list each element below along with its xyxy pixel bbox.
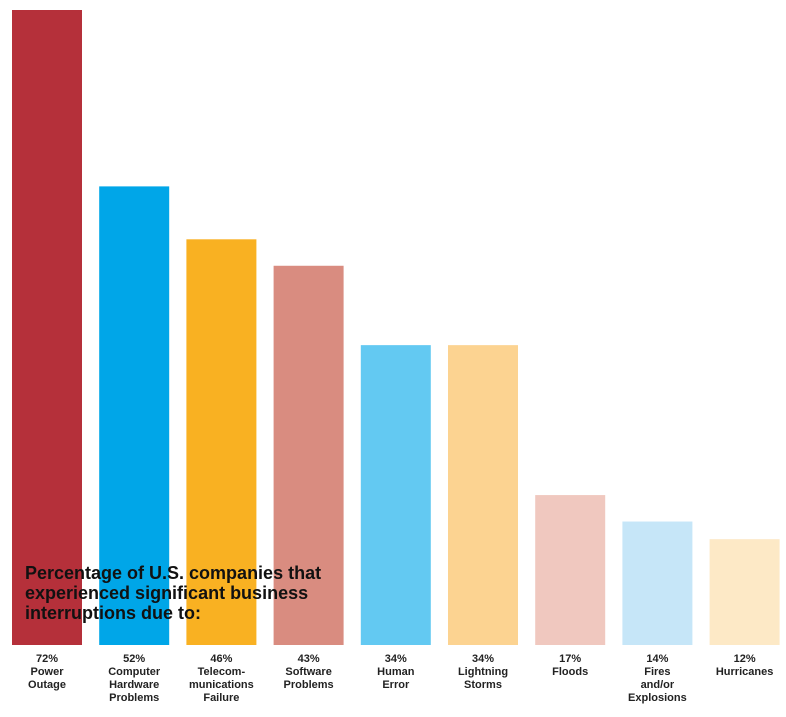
bar: [99, 186, 170, 645]
value-label: 17%: [559, 653, 582, 665]
bar: [273, 265, 344, 645]
value-label: 12%: [733, 653, 756, 665]
bar: [360, 345, 431, 645]
value-label: 14%: [646, 653, 669, 665]
chart-title: Percentage of U.S. companies that experi…: [25, 563, 322, 623]
bar: [535, 495, 606, 645]
category-label: Telecom- munications Failure: [188, 666, 254, 704]
category-label: Human Error: [377, 666, 415, 691]
value-label: 46%: [210, 653, 233, 665]
value-label: 34%: [384, 653, 407, 665]
category-label: Floods: [552, 666, 589, 678]
bar-label: 43% Software Problems: [266, 653, 352, 692]
bar-label: 34% Lightning Storms: [440, 653, 526, 692]
category-label: Lightning Storms: [457, 666, 509, 691]
bar-label: 46% Telecom- munications Failure: [178, 653, 264, 705]
value-label: 43%: [297, 653, 320, 665]
bar-label: 72% Power Outage: [4, 653, 90, 692]
bar-label: 52% Computer Hardware Problems: [91, 653, 177, 705]
value-label: 34%: [471, 653, 495, 665]
category-label: Hurricanes: [715, 666, 774, 678]
bar: [448, 345, 518, 645]
bar: [709, 539, 780, 645]
bar: [186, 239, 257, 646]
bar-label: 17% Floods: [527, 653, 613, 679]
value-label: 52%: [123, 653, 146, 665]
bar: [12, 10, 82, 645]
value-label: 72%: [35, 653, 59, 665]
category-label: Software Problems: [283, 666, 334, 691]
category-label: Power Outage: [28, 666, 66, 691]
bar-label: 34% Human Error: [353, 653, 439, 692]
bar: [622, 521, 693, 645]
category-label: Fires and/or Explosions: [628, 666, 687, 704]
bar-label: 14% Fires and/or Explosions: [614, 653, 700, 705]
category-label: Computer Hardware Problems: [108, 666, 161, 704]
bar-label: 12% Hurricanes: [702, 653, 786, 679]
